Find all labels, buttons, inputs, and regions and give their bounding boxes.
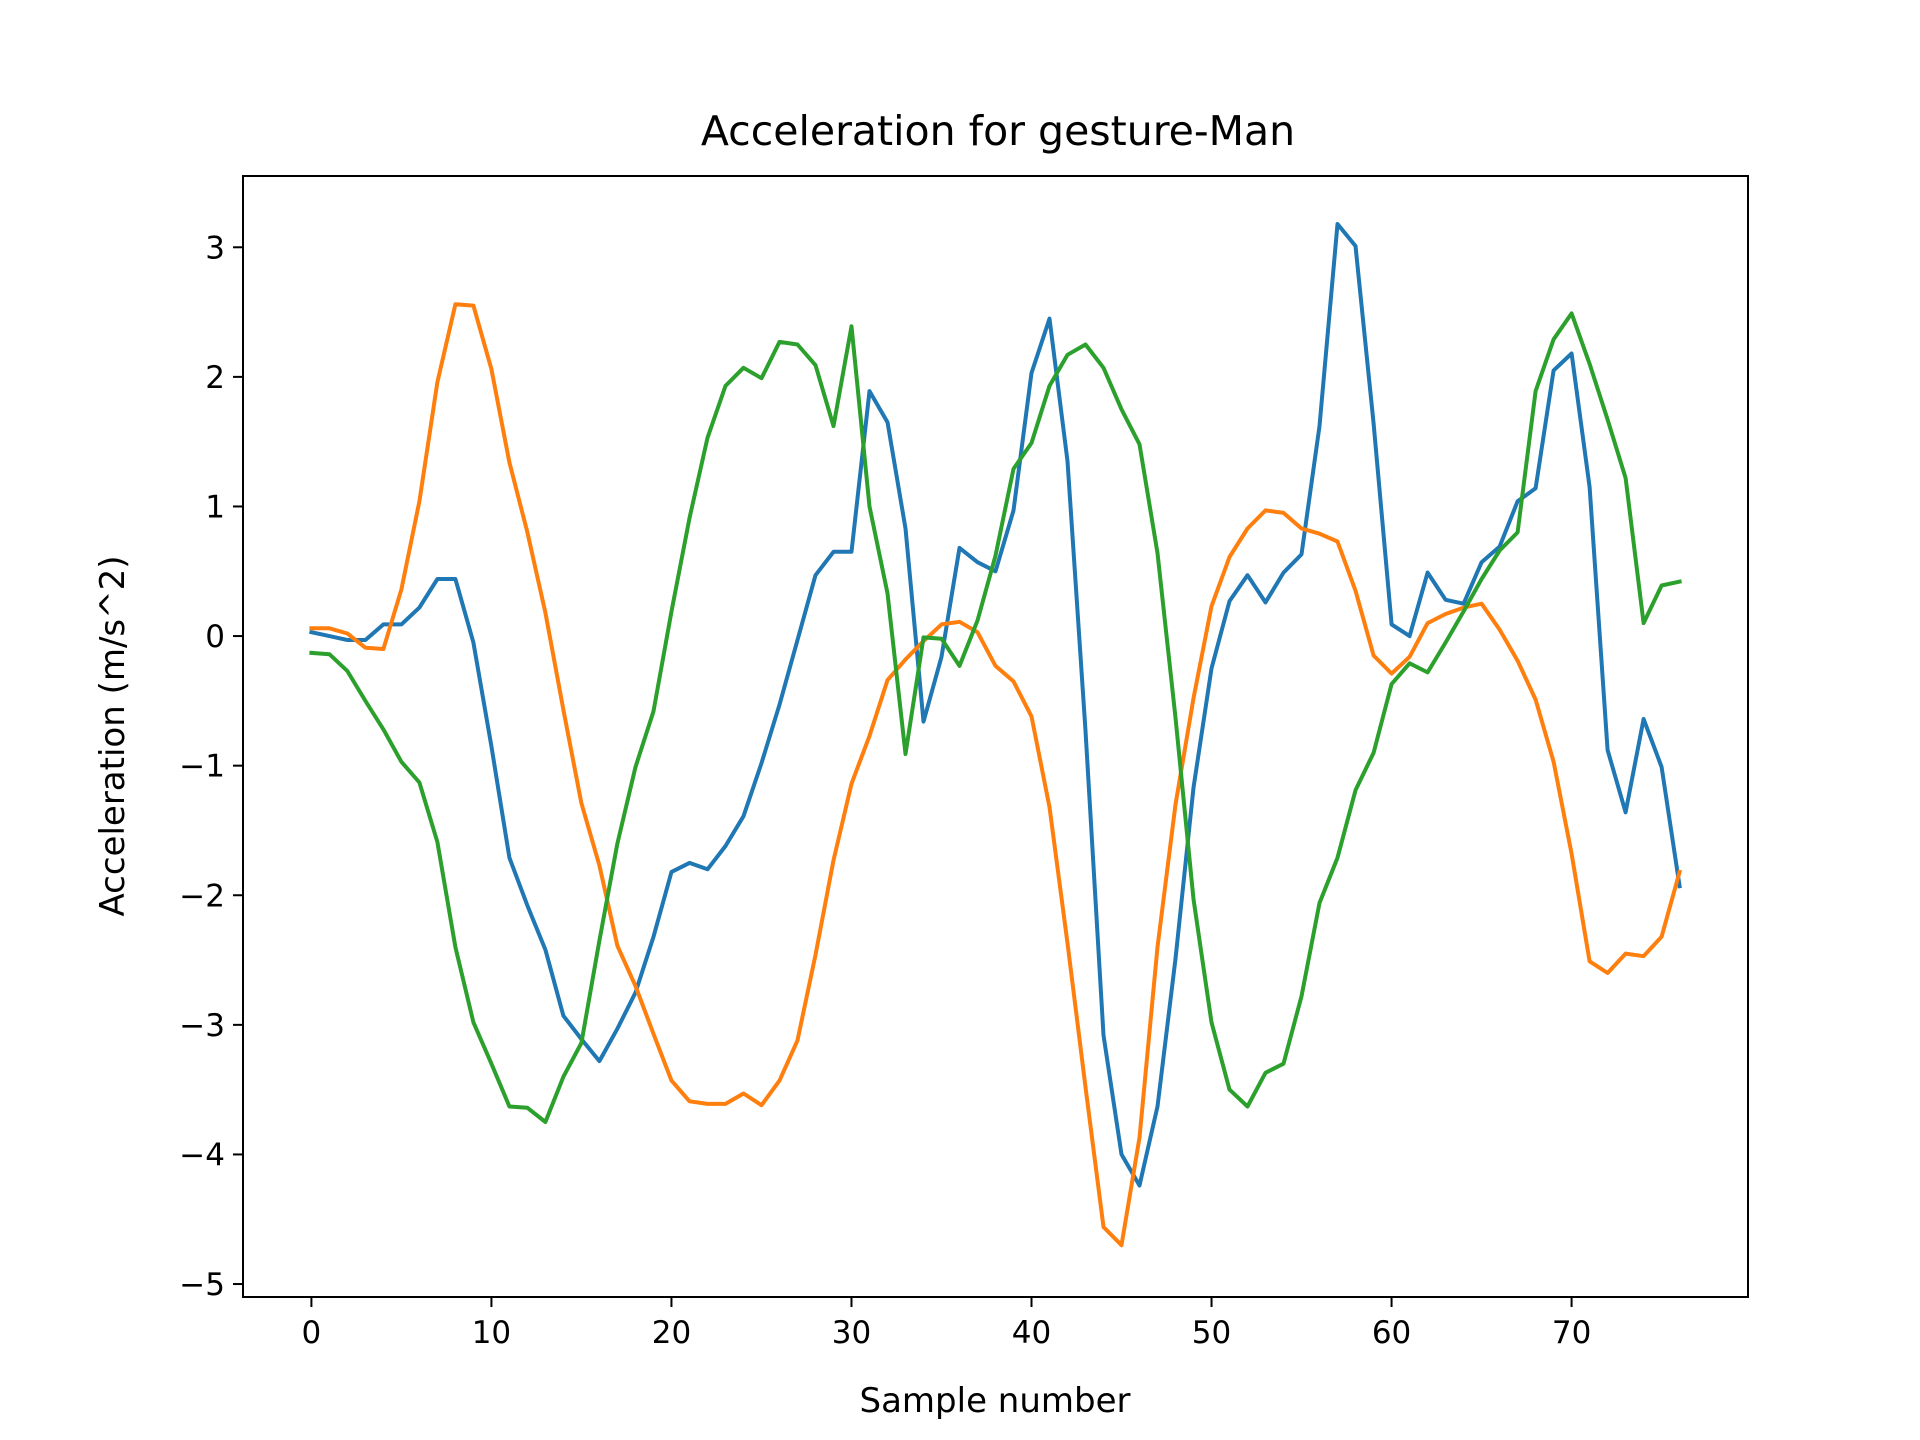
x-tick-label: 10 (472, 1315, 511, 1351)
y-tick-label: 1 (205, 489, 225, 525)
y-tick-label: −2 (179, 878, 225, 914)
y-tick-label: 0 (205, 619, 225, 655)
x-tick-label: 20 (652, 1315, 691, 1351)
chart-title: Acceleration for gesture-Man (701, 107, 1295, 155)
x-tick-label: 0 (302, 1315, 322, 1351)
x-tick-label: 40 (1012, 1315, 1051, 1351)
y-tick-label: −5 (179, 1267, 225, 1303)
y-tick-label: 3 (205, 230, 225, 266)
plot-frame (242, 175, 1749, 1298)
x-axis-label: Sample number (860, 1381, 1131, 1421)
series-layer (309, 222, 1683, 1248)
x-axis: 0 10 20 30 40 50 60 70 (302, 1297, 1591, 1351)
series-line-1 (309, 222, 1682, 1188)
x-tick-label: 60 (1372, 1315, 1411, 1351)
x-tick-label: 50 (1192, 1315, 1231, 1351)
y-tick-label: −1 (179, 749, 225, 785)
y-tick-label: −3 (179, 1008, 225, 1044)
y-axis: −5 −4 −3 −2 −1 0 1 2 3 (179, 230, 243, 1303)
y-axis-label: Acceleration (m/s^2) (93, 555, 133, 916)
x-tick-label: 30 (832, 1315, 871, 1351)
series-line-3 (309, 311, 1682, 1124)
x-tick-label: 70 (1552, 1315, 1591, 1351)
y-tick-label: 2 (205, 360, 225, 396)
y-tick-label: −4 (179, 1137, 225, 1173)
series-line-2 (309, 302, 1683, 1248)
